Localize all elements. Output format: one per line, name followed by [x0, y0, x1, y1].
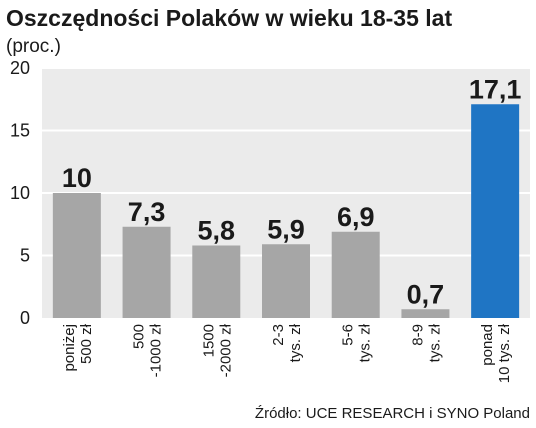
y-tick-label: 0 [20, 308, 30, 328]
bar [262, 244, 310, 318]
x-tick-label-line: 500 [131, 324, 148, 349]
y-axis-ticks: 0 5 10 15 20 [10, 58, 30, 328]
x-tick-label-line: poniżej [61, 324, 78, 372]
x-axis-ticks: poniżej 500 zł 500 -1000 zł 1500 -2000 zł 2-3 t… [61, 323, 513, 383]
y-tick-label: 10 [10, 183, 30, 203]
bar [331, 231, 380, 318]
chart-subtitle: (proc.) [6, 36, 61, 57]
x-tick-label-line: 2-3 [270, 324, 287, 346]
x-tick-label-line: 1500 [200, 324, 217, 357]
x-tick-label: 500 -1000 zł [131, 323, 165, 377]
bars [52, 104, 520, 318]
source-note: Źródło: UCE RESEARCH i SYNO Poland [255, 405, 530, 422]
data-label: 10 [62, 163, 92, 193]
x-tick-label-line: 500 zł [78, 323, 95, 364]
bar [401, 309, 450, 318]
x-tick-label-line: -1000 zł [148, 323, 165, 377]
bar [192, 245, 241, 318]
bar [52, 193, 101, 318]
x-tick-label: 5-6 tys. zł [340, 323, 374, 362]
x-tick-label-line: tys. zł [426, 323, 443, 362]
data-label: 5,9 [267, 214, 305, 244]
y-tick-label: 5 [20, 246, 30, 266]
x-tick-label-line: 5-6 [340, 324, 357, 346]
x-tick-label-line: 10 tys. zł [496, 323, 513, 383]
data-label: 5,8 [198, 216, 236, 246]
x-tick-label-line: ponad [479, 324, 496, 366]
value-labels: 10 7,3 5,8 5,9 6,9 0,7 17,1 [62, 74, 522, 309]
chart-title: Oszczędności Polaków w wieku 18-35 lat [6, 5, 452, 31]
x-tick-label: 8-9 tys. zł [409, 323, 443, 362]
data-label: 0,7 [407, 279, 445, 309]
x-tick-label-line: -2000 zł [217, 323, 234, 377]
x-tick-label: poniżej 500 zł [61, 323, 95, 371]
data-label: 7,3 [128, 197, 166, 227]
data-label: 6,9 [337, 202, 375, 232]
x-tick-label: 2-3 tys. zł [270, 323, 304, 362]
data-label: 17,1 [469, 74, 522, 104]
y-tick-label: 15 [10, 121, 30, 141]
x-tick-label-line: 8-9 [409, 324, 426, 346]
bar [471, 104, 520, 318]
x-tick-label-line: tys. zł [357, 323, 374, 362]
x-tick-label: ponad 10 tys. zł [479, 323, 513, 383]
x-tick-label: 1500 -2000 zł [200, 323, 234, 377]
x-tick-label-line: tys. zł [287, 323, 304, 362]
y-tick-label: 20 [10, 58, 30, 78]
bar [122, 226, 171, 318]
